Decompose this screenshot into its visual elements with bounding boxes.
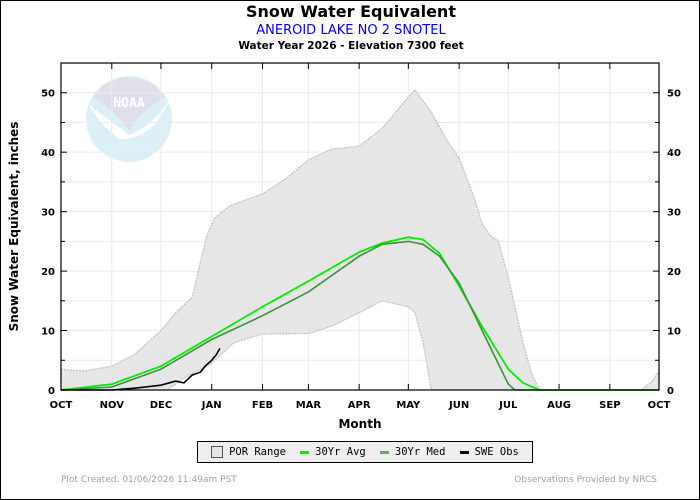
noaa-logo: NOAA [86, 76, 172, 162]
data-provider: Observations Provided by NRCS [514, 475, 657, 485]
x-tick-label: NOV [100, 400, 125, 411]
x-tick-label: OCT [50, 400, 73, 411]
legend-label: 30Yr Med [394, 446, 446, 458]
x-axis-label: Month [338, 417, 381, 431]
y-tick-label-left: 30 [41, 208, 55, 219]
y-tick-label-right: 40 [667, 148, 681, 159]
avg-line [60, 236, 659, 391]
x-tick-label: FEB [252, 400, 273, 411]
y-tick-label-right: 0 [667, 386, 674, 397]
y-tick-label-right: 30 [667, 208, 681, 219]
median-line [60, 240, 659, 391]
station-name: ANEROID LAKE NO 2 SNOTEL [256, 23, 446, 38]
plot-created: Plot Created: 01/06/2026 11:49am PST [61, 475, 237, 485]
legend-label: POR Range [229, 446, 286, 458]
legend-por: POR Range [211, 446, 286, 458]
legend-obs: SWE Obs [459, 446, 519, 458]
x-tick-label: DEC [150, 400, 172, 411]
x-tick-label: APR [348, 400, 371, 411]
logo-top [93, 77, 165, 131]
legend-avg: 30Yr Avg [300, 446, 366, 458]
y-tick-label-right: 10 [667, 327, 681, 338]
x-tick-label: JAN [201, 400, 222, 411]
x-tick-label: OCT [648, 400, 671, 411]
y-tick-label-right: 50 [667, 89, 681, 100]
y-tick-label-right: 20 [667, 267, 681, 278]
legend: POR Range 30Yr Avg 30Yr Med SWE Obs [197, 441, 533, 463]
por-range-area [60, 88, 660, 391]
plot-border [60, 62, 660, 391]
x-tick-label: JUN [448, 400, 469, 411]
chart-subtitle: Water Year 2026 - Elevation 7300 feet [238, 40, 464, 52]
y-axis-label: Snow Water Equivalent, inches [7, 122, 21, 332]
x-tick-label: JUL [498, 400, 518, 411]
x-tick-label: MAR [296, 400, 322, 411]
x-tick-label: SEP [599, 400, 620, 411]
y-tick-label-left: 0 [48, 386, 55, 397]
y-tick-label-left: 50 [41, 89, 55, 100]
legend-label: SWE Obs [474, 446, 519, 458]
legend-med: 30Yr Med [379, 446, 446, 458]
legend-label: 30Yr Avg [315, 446, 366, 458]
y-tick-label-left: 10 [41, 327, 55, 338]
x-tick-label: AUG [547, 400, 571, 411]
logo-bird [89, 101, 169, 140]
y-tick-label-left: 40 [41, 148, 55, 159]
obs-line [61, 348, 221, 391]
x-tick-label: MAY [396, 400, 421, 411]
chart-title: Snow Water Equivalent [246, 2, 456, 21]
logo-text: NOAA [113, 96, 144, 111]
y-tick-label-left: 20 [41, 267, 55, 278]
